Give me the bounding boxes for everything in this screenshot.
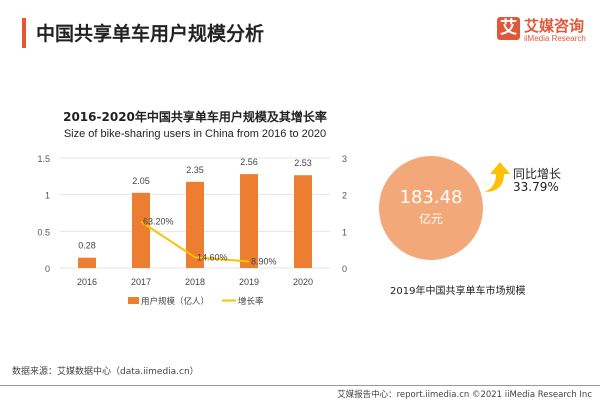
- x-axis-tick: 2018: [185, 277, 205, 287]
- title-accent-bar: [22, 18, 26, 48]
- left-axis-tick: 1.5: [37, 154, 50, 164]
- bar: [294, 175, 312, 268]
- up-arrow-icon: [484, 162, 510, 192]
- right-axis-tick: 0: [342, 264, 347, 274]
- bar-line-chart: 0 0 0.5 1 1 2 1.5 3 0.28 2016 2.05 2017 2.35 2018 2.56…: [37, 154, 347, 306]
- right-axis-tick: 2: [342, 191, 347, 201]
- bar-label: 2.05: [132, 176, 150, 186]
- page-title: 中国共享单车用户规模分析: [36, 23, 265, 45]
- line-label: 8.90%: [251, 256, 277, 266]
- bar: [132, 192, 150, 268]
- footer-divider: [0, 385, 600, 386]
- x-axis-tick: 2016: [77, 277, 97, 287]
- right-axis-tick: 1: [342, 227, 347, 237]
- bar: [240, 174, 258, 268]
- bar-label: 2.53: [294, 158, 312, 168]
- legend-label-line: 增长率: [238, 296, 264, 306]
- bar-label: 2.35: [186, 165, 204, 175]
- logo-mark: 艾: [497, 17, 520, 40]
- footer-credit: 艾媒报告中心：report.iimedia.cn ©2021 iiMedia R…: [337, 390, 592, 400]
- yoy-label: 同比增长: [513, 167, 562, 181]
- legend-label-bar: 用户规模（亿人）: [141, 296, 209, 306]
- market-size-circle: 183.48 亿元: [379, 156, 483, 260]
- bar: [186, 181, 204, 268]
- data-source: 数据来源：艾媒数据中心（data.iimedia.cn）: [12, 367, 199, 377]
- yoy-value: 33.79%: [513, 180, 559, 194]
- growth-line: [140, 220, 250, 263]
- x-axis-tick: 2020: [293, 277, 313, 287]
- left-axis-tick: 0: [45, 264, 50, 274]
- right-axis-tick: 3: [342, 154, 347, 164]
- x-axis-tick: 2019: [239, 277, 259, 287]
- x-axis-tick: 2017: [131, 277, 151, 287]
- logo-text-en: iiMedia Research: [524, 34, 586, 43]
- market-size-value: 183.48: [399, 187, 463, 208]
- left-axis-tick: 1: [45, 191, 50, 201]
- bar-label: 2.56: [240, 157, 258, 167]
- left-axis-tick: 0.5: [37, 227, 50, 237]
- market-size-caption: 2019年中国共享单车市场规模: [390, 286, 526, 297]
- chart-subtitle: Size of bike-sharing users in China from…: [63, 128, 327, 140]
- line-label: 63.20%: [143, 217, 174, 227]
- logo-text-cn: 艾媒咨询: [524, 17, 585, 35]
- bar: [78, 257, 96, 268]
- market-size-unit: 亿元: [418, 212, 443, 226]
- legend-swatch-bar: [128, 297, 139, 304]
- line-label: 14.60%: [197, 252, 228, 262]
- chart-title: 2016-2020年中国共享单车用户规模及其增长率: [63, 110, 327, 124]
- bar-label: 0.28: [78, 241, 96, 251]
